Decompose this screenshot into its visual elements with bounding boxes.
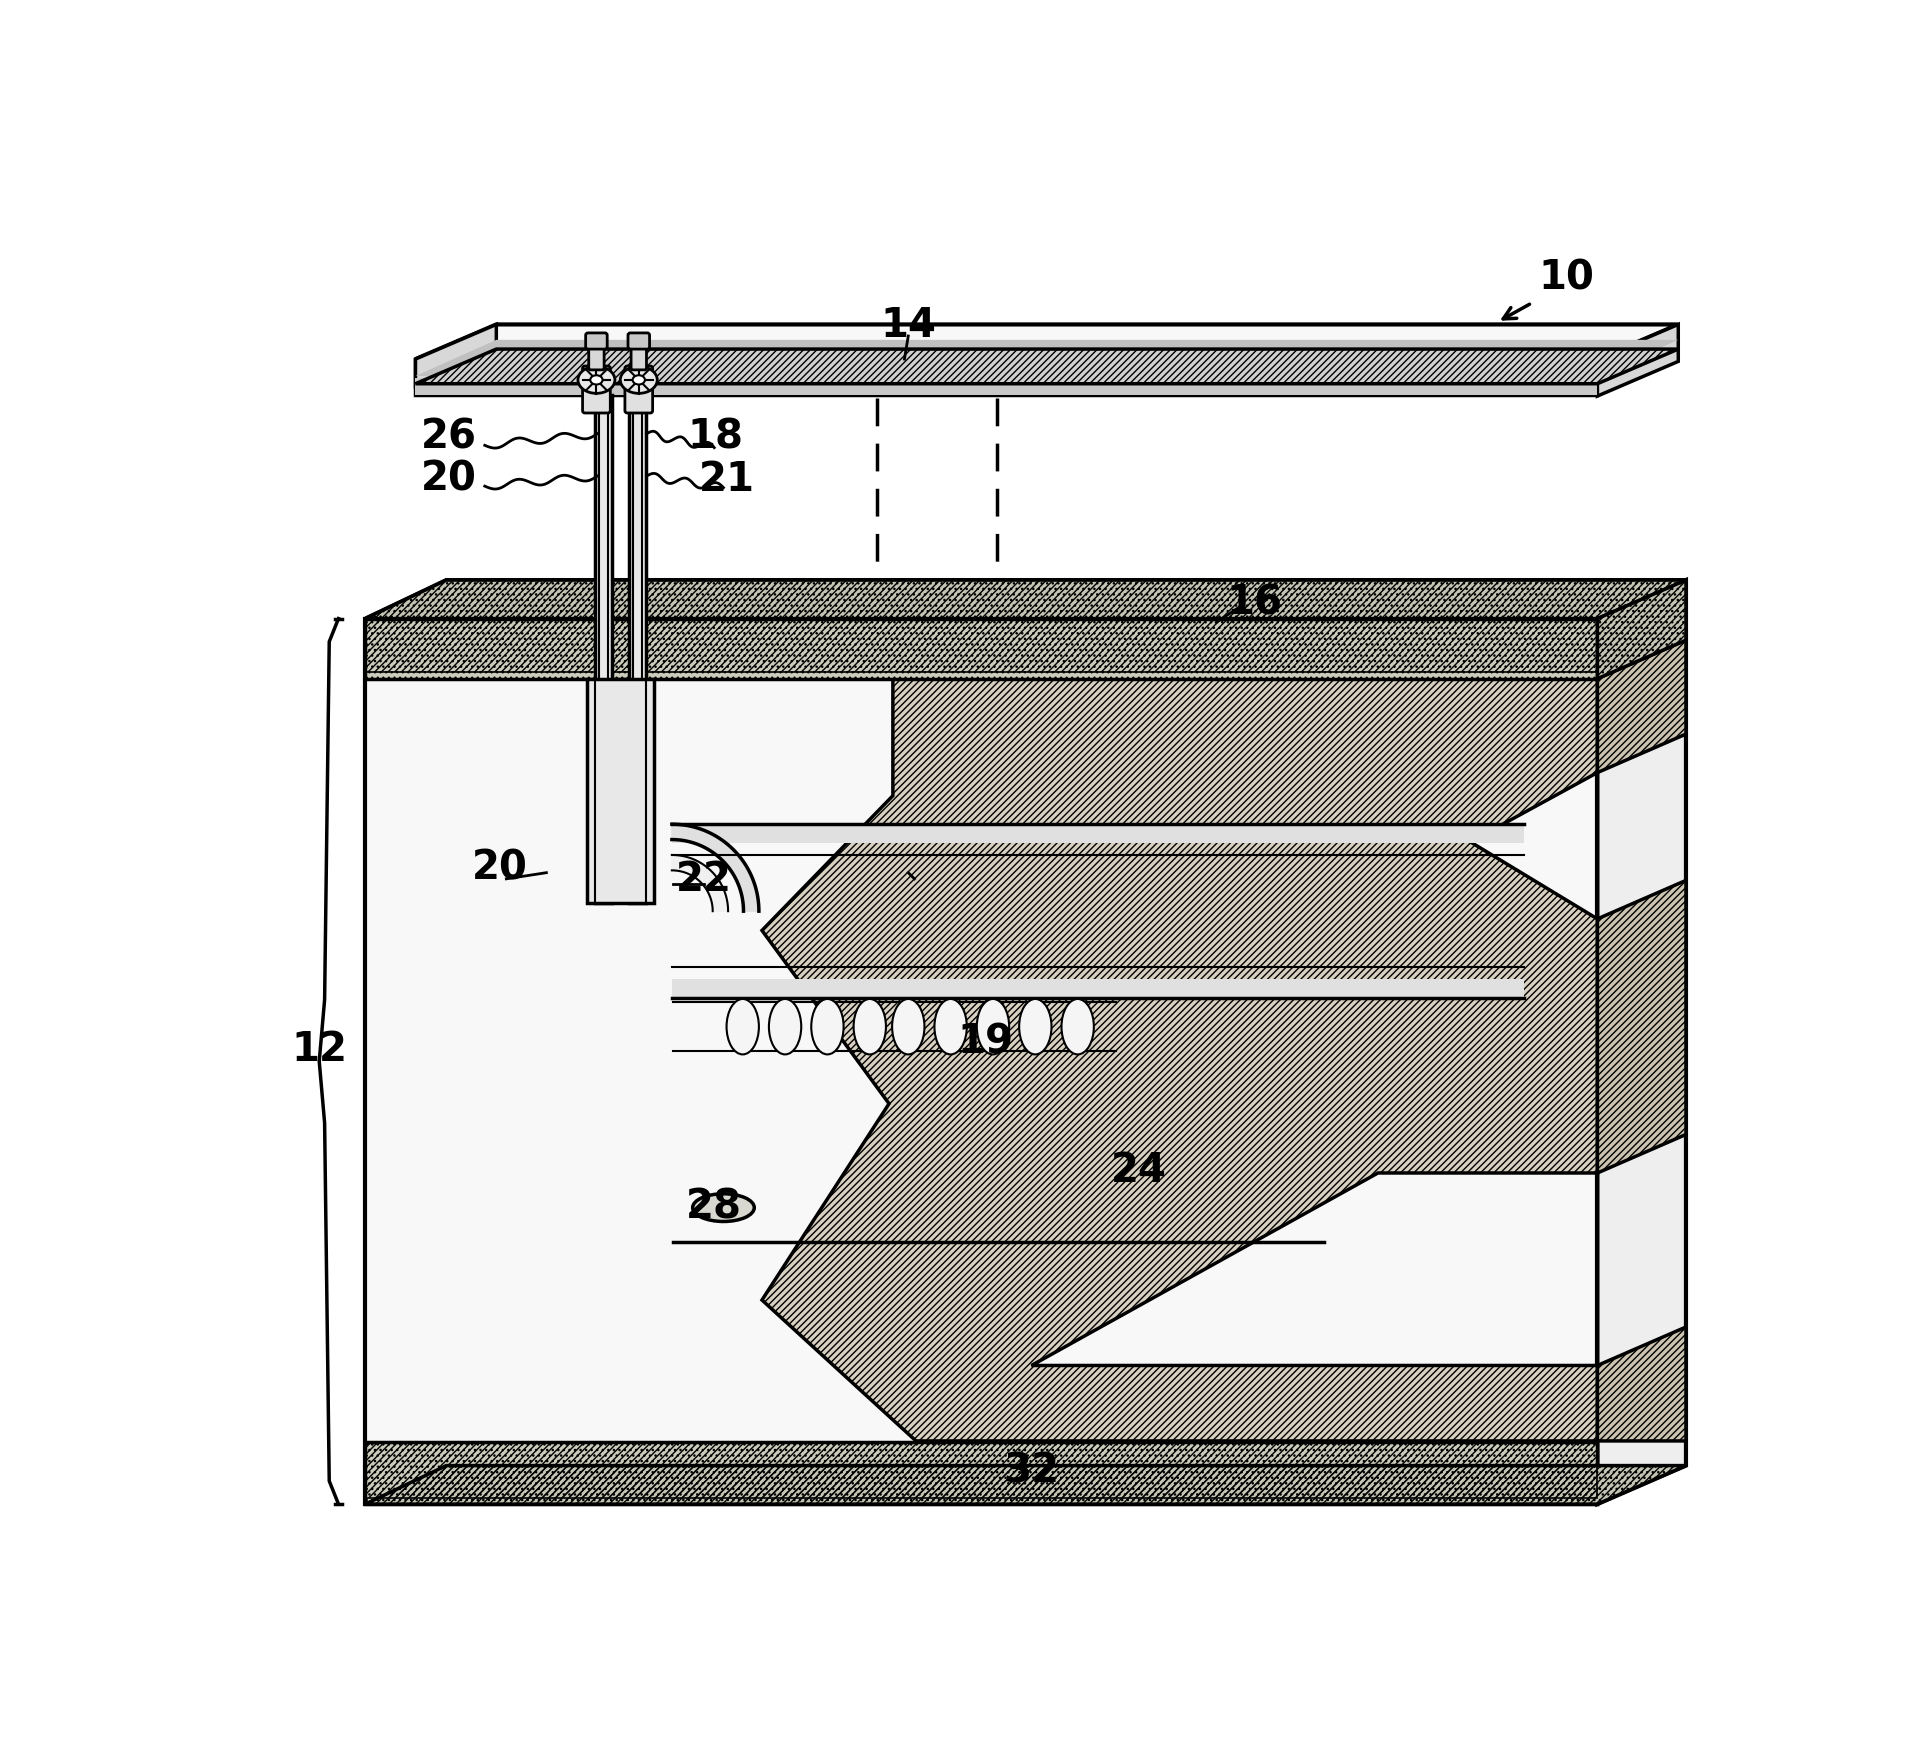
Text: 21: 21	[699, 460, 755, 500]
Text: 26: 26	[421, 417, 477, 458]
Ellipse shape	[811, 1000, 843, 1054]
FancyBboxPatch shape	[585, 333, 608, 349]
Ellipse shape	[934, 1000, 967, 1054]
Ellipse shape	[977, 1000, 1009, 1054]
Polygon shape	[415, 340, 1679, 375]
Polygon shape	[672, 854, 728, 910]
Ellipse shape	[591, 375, 602, 384]
Polygon shape	[587, 679, 654, 903]
Polygon shape	[672, 824, 758, 910]
Polygon shape	[1598, 581, 1687, 1505]
Polygon shape	[594, 395, 612, 903]
Polygon shape	[365, 581, 1687, 619]
FancyBboxPatch shape	[627, 333, 650, 349]
Text: 19: 19	[957, 1023, 1013, 1063]
Text: 28: 28	[687, 1187, 743, 1228]
Polygon shape	[415, 379, 1598, 395]
Polygon shape	[365, 619, 1598, 1505]
Polygon shape	[672, 824, 1525, 844]
FancyBboxPatch shape	[631, 346, 647, 370]
Text: 32: 32	[1004, 1452, 1060, 1491]
Polygon shape	[672, 979, 1525, 998]
Ellipse shape	[577, 367, 616, 393]
Polygon shape	[365, 619, 1598, 679]
Polygon shape	[1598, 324, 1679, 396]
FancyBboxPatch shape	[583, 367, 610, 412]
Text: 10: 10	[1538, 258, 1594, 298]
Text: 20: 20	[421, 460, 477, 500]
Text: 18: 18	[687, 417, 743, 458]
FancyBboxPatch shape	[625, 367, 652, 412]
Polygon shape	[1598, 881, 1687, 1173]
Ellipse shape	[853, 1000, 886, 1054]
Text: 22: 22	[676, 861, 731, 900]
Text: 20: 20	[473, 849, 529, 889]
Ellipse shape	[892, 1000, 924, 1054]
Polygon shape	[415, 349, 1679, 384]
Ellipse shape	[1019, 1000, 1052, 1054]
Polygon shape	[415, 360, 1598, 395]
Polygon shape	[365, 1466, 1687, 1505]
Text: 24: 24	[1112, 1151, 1168, 1191]
Ellipse shape	[768, 1000, 801, 1054]
FancyBboxPatch shape	[589, 346, 604, 370]
Polygon shape	[762, 679, 1598, 1442]
Polygon shape	[629, 395, 647, 903]
Ellipse shape	[633, 375, 645, 384]
Ellipse shape	[620, 367, 658, 393]
Polygon shape	[1598, 640, 1687, 772]
Polygon shape	[415, 324, 1679, 360]
Polygon shape	[1598, 1328, 1687, 1442]
Text: 16: 16	[1227, 582, 1283, 623]
Ellipse shape	[693, 1194, 755, 1221]
Polygon shape	[1598, 581, 1687, 679]
Text: 12: 12	[291, 1030, 347, 1070]
Ellipse shape	[726, 1000, 758, 1054]
Polygon shape	[365, 1442, 1598, 1505]
Text: 14: 14	[880, 305, 936, 346]
Polygon shape	[365, 581, 1687, 619]
Polygon shape	[415, 324, 496, 386]
Ellipse shape	[1062, 1000, 1094, 1054]
